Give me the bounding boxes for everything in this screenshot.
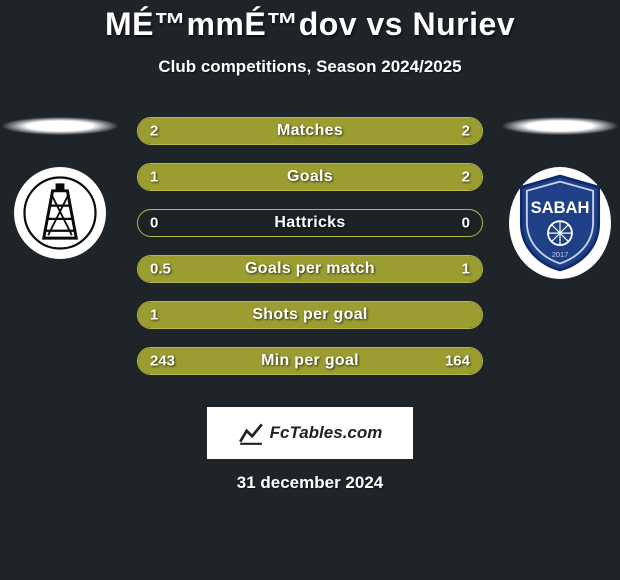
left-team-crest — [14, 167, 106, 259]
svg-text:2017: 2017 — [552, 250, 568, 259]
page-title: MÉ™mmÉ™dov vs Nuriev — [0, 6, 620, 43]
stat-row: 22Matches — [137, 117, 483, 145]
oil-derrick-icon — [23, 176, 97, 250]
comparison-body: SABAH 2017 22Matches 12Goals 00Hattricks 0.… — [0, 117, 620, 397]
brand-badge: FcTables.com — [207, 407, 413, 459]
stat-row: 1Shots per goal — [137, 301, 483, 329]
stat-bars: 22Matches 12Goals 00Hattricks 0.51Goals per… — [137, 117, 483, 375]
shield-icon: SABAH 2017 — [514, 172, 606, 274]
stat-label: Shots per goal — [138, 306, 482, 324]
halo-ellipse — [502, 117, 618, 135]
stat-row: 00Hattricks — [137, 209, 483, 237]
stat-label: Hattricks — [138, 214, 482, 232]
stat-label: Goals per match — [138, 260, 482, 278]
left-team-col — [0, 117, 120, 259]
stat-row: 0.51Goals per match — [137, 255, 483, 283]
right-team-crest: SABAH 2017 — [509, 167, 611, 279]
comparison-card: { "title": "MÉ™mmÉ™dov vs Nuriev", "subt… — [0, 0, 620, 580]
stat-label: Matches — [138, 122, 482, 140]
brand-label: FcTables.com — [270, 423, 383, 443]
date-text: 31 december 2024 — [0, 473, 620, 493]
stat-row: 12Goals — [137, 163, 483, 191]
svg-text:SABAH: SABAH — [531, 198, 590, 217]
chart-line-icon — [238, 420, 264, 446]
halo-ellipse — [2, 117, 118, 135]
subtitle: Club competitions, Season 2024/2025 — [0, 57, 620, 77]
stat-label: Min per goal — [138, 352, 482, 370]
stat-label: Goals — [138, 168, 482, 186]
stat-row: 243164Min per goal — [137, 347, 483, 375]
right-team-col: SABAH 2017 — [500, 117, 620, 279]
